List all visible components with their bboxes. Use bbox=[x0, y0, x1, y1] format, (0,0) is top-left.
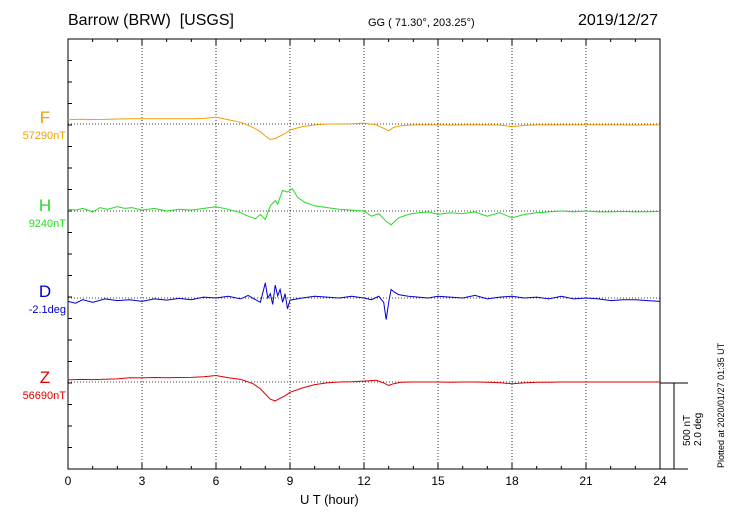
series-name-H: H bbox=[38, 196, 52, 215]
series-baseline-D: -2.1deg bbox=[28, 304, 66, 316]
plot-frame bbox=[67, 38, 661, 470]
x-tick-label: 3 bbox=[138, 474, 146, 488]
plotted-timestamp: Plotted at 2020/01/27 01:35 UT bbox=[716, 342, 726, 468]
x-tick-label: 0 bbox=[64, 474, 72, 488]
grid bbox=[67, 39, 661, 469]
series-line-H bbox=[67, 187, 661, 226]
series-name-D: D bbox=[38, 282, 52, 301]
date: 2019/12/27 bbox=[578, 12, 659, 29]
coordinates: GG ( 71.30°, 203.25°) bbox=[368, 17, 475, 29]
scale-nt: 500 nT bbox=[682, 414, 693, 446]
x-tick-label: 9 bbox=[286, 474, 294, 488]
series-name-Z: Z bbox=[39, 368, 51, 387]
x-tick-label: 18 bbox=[505, 474, 519, 488]
station-title: Barrow (BRW) [USGS] bbox=[68, 12, 234, 29]
x-tick-label: 6 bbox=[212, 474, 220, 488]
series-line-Z bbox=[67, 374, 660, 402]
x-tick-label: 24 bbox=[653, 474, 667, 488]
series-baseline-F: 57290nT bbox=[22, 130, 66, 142]
x-tick-label: 21 bbox=[579, 474, 593, 488]
series-layer bbox=[67, 116, 661, 402]
scale-bar bbox=[660, 382, 688, 470]
series-baseline-Z: 56690nT bbox=[22, 390, 66, 402]
x-axis-label: U T (hour) bbox=[300, 492, 359, 507]
series-line-D bbox=[67, 282, 661, 320]
scale-deg: 2.0 deg bbox=[693, 412, 704, 446]
series-line-F bbox=[67, 116, 660, 141]
x-tick-label: 12 bbox=[357, 474, 371, 488]
series-name-F: F bbox=[39, 108, 51, 127]
series-baseline-H: 9240nT bbox=[28, 218, 66, 230]
x-tick-label: 15 bbox=[431, 474, 445, 488]
